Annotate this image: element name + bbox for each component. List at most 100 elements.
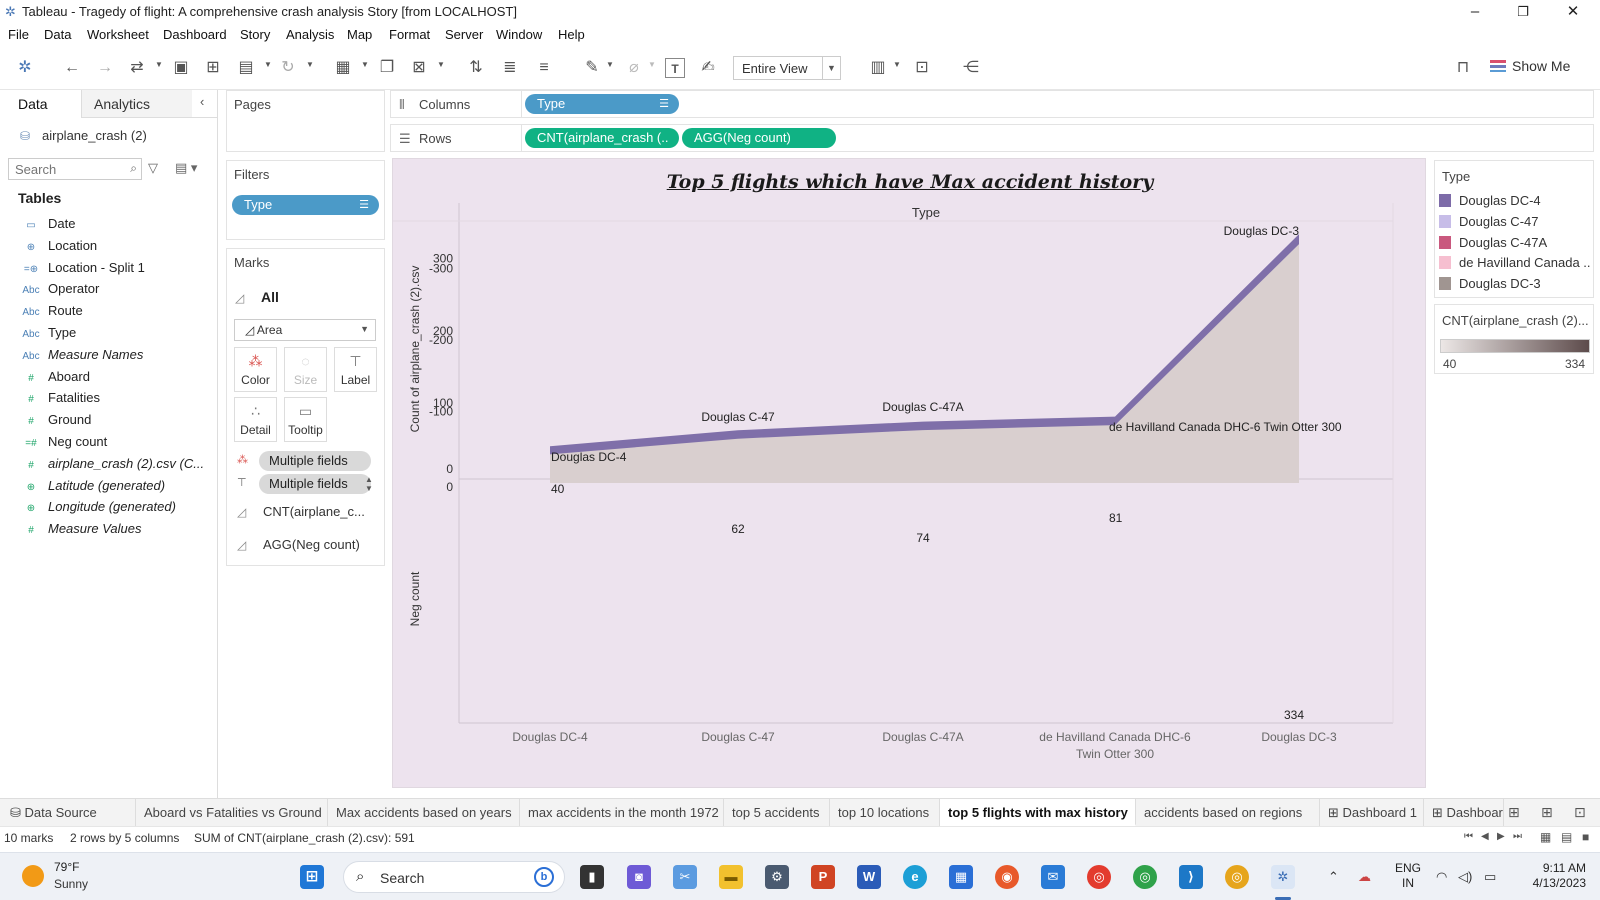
pages-card[interactable]: Pages [226,90,385,152]
field-item[interactable]: ▭ Date [22,216,75,236]
field-item[interactable]: # airplane_crash (2).csv (C... [22,456,204,476]
menu-file[interactable]: File [8,27,29,42]
field-item[interactable]: # Fatalities [22,390,100,410]
chrome-profile-icon[interactable]: ◎ [1133,865,1157,889]
wifi-icon[interactable]: ◠ [1436,869,1448,884]
field-item[interactable]: # Measure Values [22,521,141,541]
taskbar-search[interactable]: ⌕ Search b [343,861,565,893]
show-cards-icon[interactable]: ▥ [870,59,886,76]
new-story-tab-icon[interactable]: ⊡ [1574,804,1586,820]
rows-shelf[interactable]: ☰ Rows CNT(airplane_crash (.. AGG(Neg cou… [390,124,1594,152]
detail-button[interactable]: ∴ Detail [234,397,277,442]
size-button[interactable]: ◌ Size [284,347,327,392]
legend-item[interactable]: Douglas C-47 [1439,214,1591,234]
replay-icon[interactable]: ⇄ [130,59,144,76]
menu-format[interactable]: Format [389,27,431,42]
sort-ascending-icon[interactable]: ≣ [503,59,517,76]
sheet-tab[interactable]: top 5 accidents [724,799,830,826]
close-button[interactable]: ✕ [1566,3,1580,20]
sun-icon[interactable] [22,865,44,887]
group-members-icon[interactable]: ⌀ [629,59,639,76]
search-input[interactable] [9,159,117,179]
sheet-tab-active[interactable]: top 5 flights with max history [940,799,1136,826]
count-legend[interactable]: CNT(airplane_crash (2)... 40 334 [1434,304,1594,374]
field-item[interactable]: =# Neg count [22,434,107,454]
dashboard-tab[interactable]: ⊞ Dashboard 1 [1320,799,1424,826]
field-item[interactable]: ⊕ Longitude (generated) [22,499,176,519]
first-sheet-icon[interactable]: ⏮ [1464,831,1473,842]
chrome-icon[interactable]: ◎ [1087,865,1111,889]
measure-cnt-item[interactable]: ◿ CNT(airplane_c... [237,504,365,519]
field-item[interactable]: ⊕ Location [22,238,97,258]
maximize-button[interactable]: ❐ [1517,4,1529,19]
swap-rows-columns-icon[interactable]: ⇅ [469,59,483,76]
show-sheet-sorter-icon[interactable]: ▦ [1540,830,1552,844]
presentation-mode-icon[interactable]: ⊡ [915,59,929,76]
search-icon[interactable]: ⌕ [130,161,137,175]
sheet-tab[interactable]: max accidents in the month 1972 [520,799,724,826]
columns-pill-type[interactable]: Type ☰ [525,94,679,114]
last-sheet-icon[interactable]: ⏭ [1513,831,1522,842]
menu-worksheet[interactable]: Worksheet [87,27,149,42]
highlight-dropdown-icon[interactable]: ▼ [606,60,614,69]
tab-data-source[interactable]: ⛁ Data Source [0,799,136,826]
refresh-dropdown-icon[interactable]: ▼ [306,60,314,69]
show-hidden-icons-icon[interactable]: ⌃ [1328,869,1339,884]
columns-shelf[interactable]: ⦀ Columns Type ☰ [390,90,1594,118]
menu-story[interactable]: Story [240,27,271,42]
menu-window[interactable]: Window [496,27,543,42]
system-clock[interactable]: 9:11 AM 4/13/2023 [1516,861,1586,891]
rows-pill-neg[interactable]: AGG(Neg count) [682,128,836,148]
dashboard-tab[interactable]: ⊞ Dashboar [1424,799,1504,826]
show-filmstrip-icon[interactable]: ▤ [1561,830,1573,844]
legend-item[interactable]: de Havilland Canada .. [1439,255,1591,275]
volume-icon[interactable]: ◁) [1458,869,1473,884]
new-datasource-icon[interactable]: ⊞ [206,59,220,76]
prev-sheet-icon[interactable]: ◀ [1481,831,1489,842]
legend-item[interactable]: Douglas DC-3 [1439,276,1591,296]
microsoft-store-icon[interactable]: ▦ [949,865,973,889]
menu-help[interactable]: Help [558,27,585,42]
sheet-tab[interactable]: top 10 locations [830,799,940,826]
task-view-icon[interactable]: ▮ [580,865,604,889]
tab-data[interactable]: Data [0,90,82,118]
legend-item[interactable]: Douglas C-47A [1439,235,1591,255]
next-sheet-icon[interactable]: ▶ [1497,831,1505,842]
datasource-item[interactable]: ⛁ airplane_crash (2) [20,128,147,143]
rows-pill-cnt[interactable]: CNT(airplane_crash (.. [525,128,679,148]
clear-sheet-icon[interactable]: ⊠ [412,59,426,76]
measure-neg-item[interactable]: ◿ AGG(Neg count) [237,537,360,552]
field-item[interactable]: # Aboard [22,369,90,389]
undo-icon[interactable]: ← [64,59,80,76]
windows-start-icon[interactable]: ⊞ [300,865,324,889]
view-options-icon[interactable]: ▤ ▾ [175,160,198,175]
new-worksheet-icon[interactable]: ▦ [335,59,351,76]
battery-icon[interactable]: ▭ [1484,869,1497,884]
format-workbook-icon[interactable]: ⊓ [1456,59,1470,76]
snipping-tool-icon[interactable]: ✂ [673,865,697,889]
vscode-icon[interactable]: ⟩ [1179,865,1203,889]
tableau-logo-icon[interactable]: ✲ [18,59,32,76]
tab-analytics[interactable]: Analytics [82,90,192,117]
field-item[interactable]: Abc Type [22,325,76,345]
word-icon[interactable]: W [857,865,881,889]
filters-card[interactable]: Filters Type ☰ [226,160,385,240]
pause-updates-icon[interactable]: ▤ [238,59,254,76]
pause-dropdown-icon[interactable]: ▼ [264,60,272,69]
save-icon[interactable]: ▣ [173,59,189,76]
menu-map[interactable]: Map [347,27,373,42]
clear-dropdown-icon[interactable]: ▼ [437,60,445,69]
language-indicator[interactable]: ENG IN [1395,861,1421,891]
replay-dropdown-icon[interactable]: ▼ [155,60,163,69]
powerpoint-icon[interactable]: P [811,865,835,889]
fit-view-select[interactable]: Entire View ▼ [733,56,841,80]
tooltip-button[interactable]: ▭ Tooltip [284,397,327,442]
marks-scroll-arrows-icon[interactable]: ▲ ▼ [365,475,373,493]
menu-analysis[interactable]: Analysis [286,27,335,42]
sort-descending-icon[interactable]: ≡ [539,59,549,76]
sheet-tab[interactable]: Aboard vs Fatalities vs Ground [136,799,328,826]
new-dashboard-tab-icon[interactable]: ⊞ [1541,804,1553,820]
field-item[interactable]: # Ground [22,412,91,432]
sheet-tab[interactable]: accidents based on regions [1136,799,1320,826]
tableau-taskbar-icon[interactable]: ✲ [1271,865,1295,889]
